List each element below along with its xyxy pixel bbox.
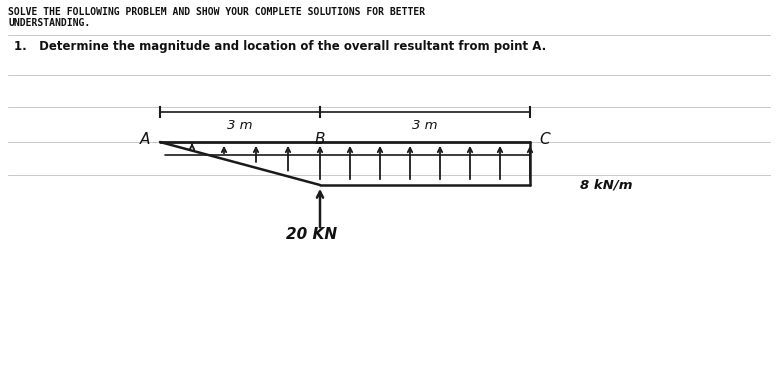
Text: SOLVE THE FOLLOWING PROBLEM AND SHOW YOUR COMPLETE SOLUTIONS FOR BETTER: SOLVE THE FOLLOWING PROBLEM AND SHOW YOU… xyxy=(8,7,425,17)
Text: 3 m: 3 m xyxy=(412,119,438,132)
Text: B: B xyxy=(315,132,325,147)
Text: 1.   Determine the magnitude and location of the overall resultant from point A.: 1. Determine the magnitude and location … xyxy=(14,40,546,53)
Text: 20 KN: 20 KN xyxy=(286,227,338,242)
Text: C: C xyxy=(540,132,550,147)
Text: 3 m: 3 m xyxy=(227,119,253,132)
Text: 8 kN/m: 8 kN/m xyxy=(580,179,633,192)
Text: A: A xyxy=(140,132,150,147)
Text: UNDERSTANDING.: UNDERSTANDING. xyxy=(8,18,90,28)
